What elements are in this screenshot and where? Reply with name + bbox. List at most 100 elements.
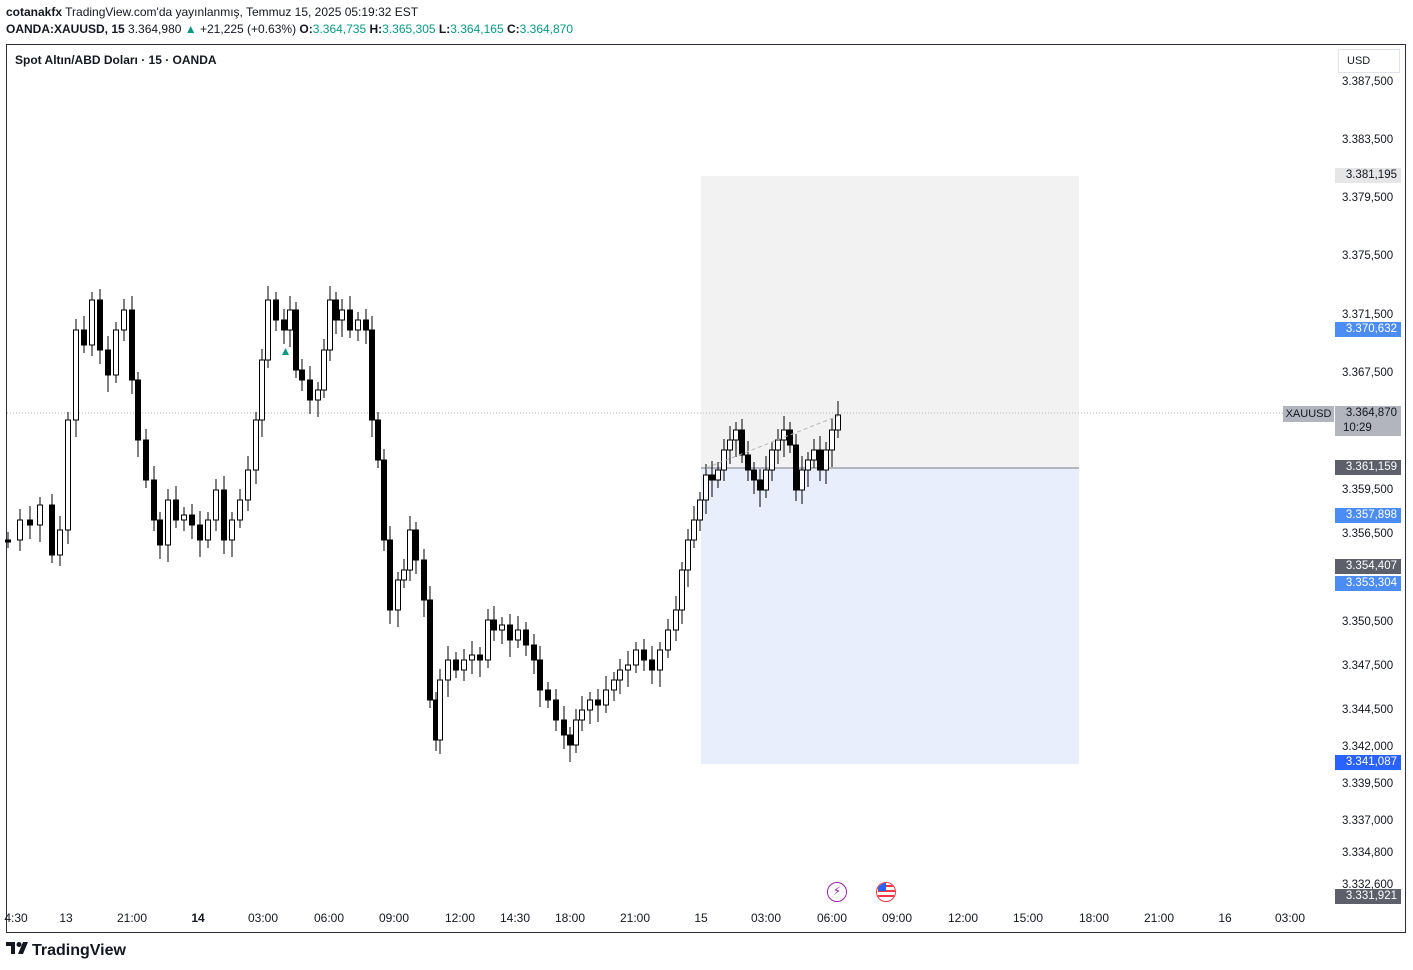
candle-body	[491, 619, 497, 631]
candle-body	[757, 479, 763, 491]
candle-body	[567, 734, 573, 746]
candle-body	[347, 309, 353, 331]
stop-zone[interactable]	[701, 468, 1079, 764]
publish-info: cotanakfx TradingView.com'da yayınlanmış…	[6, 5, 418, 19]
low-value: 3.364,165	[450, 22, 504, 36]
candle-body	[293, 309, 299, 371]
candle-body	[129, 309, 135, 381]
candle-body	[485, 619, 491, 661]
price-axis-label: 3.383,500	[1342, 134, 1394, 146]
time-axis-label: 03:00	[247, 911, 279, 925]
price-axis-label: 3.367,500	[1342, 367, 1394, 379]
close-label: C:	[506, 22, 520, 36]
candle-body	[421, 559, 427, 601]
price-axis-label: 3.371,500	[1342, 309, 1394, 321]
candle-body	[703, 474, 709, 501]
candle-body	[739, 429, 745, 456]
candle-body	[135, 379, 141, 441]
candle-body	[143, 439, 149, 481]
high-value: 3.365,305	[382, 22, 436, 36]
time-axis-label: 09:00	[378, 911, 410, 925]
time-axis-label: 12:00	[444, 911, 476, 925]
candle-body	[333, 299, 339, 321]
target-zone[interactable]	[701, 176, 1079, 468]
price-axis-label: 3.334,800	[1342, 847, 1394, 859]
candle-body	[413, 529, 419, 561]
logo-text: TradingView	[32, 942, 126, 959]
candle-body	[65, 419, 71, 531]
level2-price-tag: 3.357,898	[1335, 508, 1401, 523]
candle-body	[287, 309, 293, 331]
candle-body	[477, 654, 483, 661]
price-axis-label: 3.332,600	[1342, 879, 1394, 891]
tradingview-logo[interactable]: TradingView	[6, 942, 126, 960]
level3-price-tag: 3.354,407	[1335, 559, 1401, 574]
candle-body	[197, 524, 203, 541]
last-price: 3.364,980	[128, 22, 182, 36]
time-axis-label: 18:00	[1078, 911, 1110, 925]
currency-selector[interactable]: USD	[1338, 49, 1400, 73]
level4-price-tag: 3.353,304	[1335, 576, 1401, 591]
candle-body	[515, 629, 521, 641]
time-axis-label: 06:00	[313, 911, 345, 925]
candle-body	[805, 459, 811, 471]
candle-body	[507, 624, 513, 641]
candle-body	[401, 569, 407, 581]
time-axis-label: 15	[694, 911, 708, 925]
candle-body	[37, 504, 43, 526]
candle-body	[461, 659, 467, 671]
time-axis-label: 09:00	[881, 911, 913, 925]
candle-body	[375, 419, 381, 461]
open-value: 3.364,735	[312, 22, 367, 36]
candle-body	[327, 299, 333, 351]
candle-body	[281, 319, 287, 331]
candle-body	[537, 659, 543, 691]
candle-body	[679, 569, 685, 611]
up-arrow-icon: ▲	[184, 22, 197, 36]
candle-body	[355, 319, 361, 331]
candle-body	[437, 679, 443, 741]
chart-title: Spot Altın/ABD Doları · 15 · OANDA	[15, 53, 217, 67]
countdown-tag: 10:29	[1335, 421, 1401, 436]
projection-line	[705, 415, 839, 469]
candle-body	[787, 429, 793, 446]
candle-body	[73, 329, 79, 421]
candle-body	[307, 379, 313, 401]
candle-body	[427, 599, 433, 701]
candle-body	[665, 629, 671, 651]
candle-body	[553, 699, 559, 721]
candle-body	[531, 644, 537, 661]
candles	[5, 286, 841, 762]
price-axis-label: 3.356,500	[1342, 528, 1394, 540]
candle-body	[369, 329, 375, 421]
candle-body	[453, 659, 459, 671]
price-axis-label: 3.342,000	[1342, 741, 1394, 753]
target-price-tag: 3.381,195	[1335, 168, 1401, 183]
candle-body	[445, 659, 451, 681]
candle-body	[709, 474, 715, 481]
lightning-icon[interactable]: ⚡	[827, 882, 847, 902]
us-flag-icon[interactable]	[876, 882, 896, 902]
high-label: H:	[369, 22, 383, 36]
time-axis-label: 14:30	[499, 911, 531, 925]
price-axis-label: 3.359,500	[1342, 484, 1394, 496]
candle-body	[817, 449, 823, 471]
price-axis-label: 3.375,500	[1342, 250, 1394, 262]
candle-body	[213, 489, 219, 521]
time-axis-label: 03:00	[1274, 911, 1306, 925]
candle-body	[715, 469, 721, 481]
candle-body	[499, 624, 505, 631]
candle-body	[657, 649, 663, 671]
candle-body	[49, 504, 55, 556]
author-name[interactable]: cotanakfx	[6, 5, 63, 19]
time-axis-label: 18:00	[554, 911, 586, 925]
candle-body	[363, 319, 369, 331]
candle-body	[835, 414, 841, 431]
time-axis-label: 13	[59, 911, 73, 925]
candle-body	[315, 389, 321, 401]
candle-body	[299, 369, 305, 381]
candle-body	[775, 439, 781, 451]
candle-body	[745, 454, 751, 471]
candle-body	[395, 579, 401, 611]
